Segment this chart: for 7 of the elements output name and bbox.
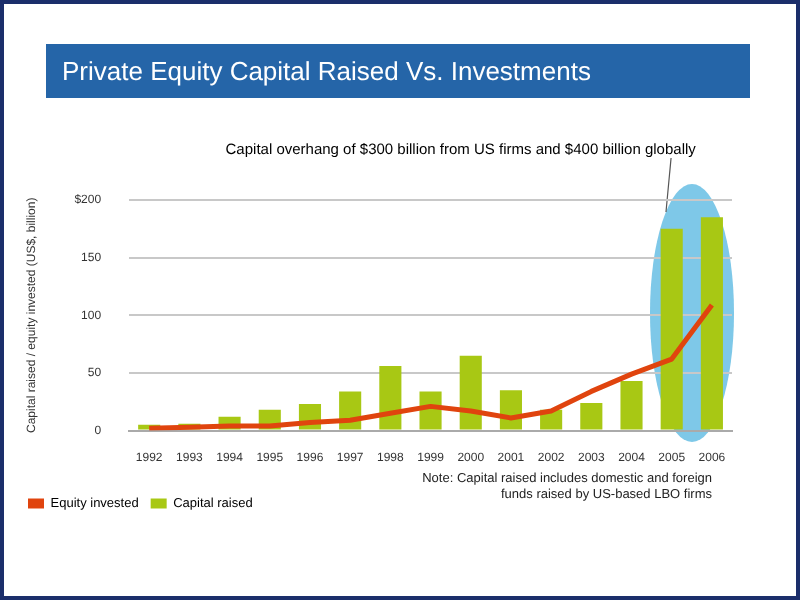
chart-title: Private Equity Capital Raised Vs. Investments xyxy=(46,44,750,98)
bar xyxy=(580,402,603,430)
bar xyxy=(700,217,723,430)
bar xyxy=(459,355,482,430)
bar xyxy=(379,366,402,430)
bar xyxy=(620,381,643,430)
bar xyxy=(660,228,683,430)
